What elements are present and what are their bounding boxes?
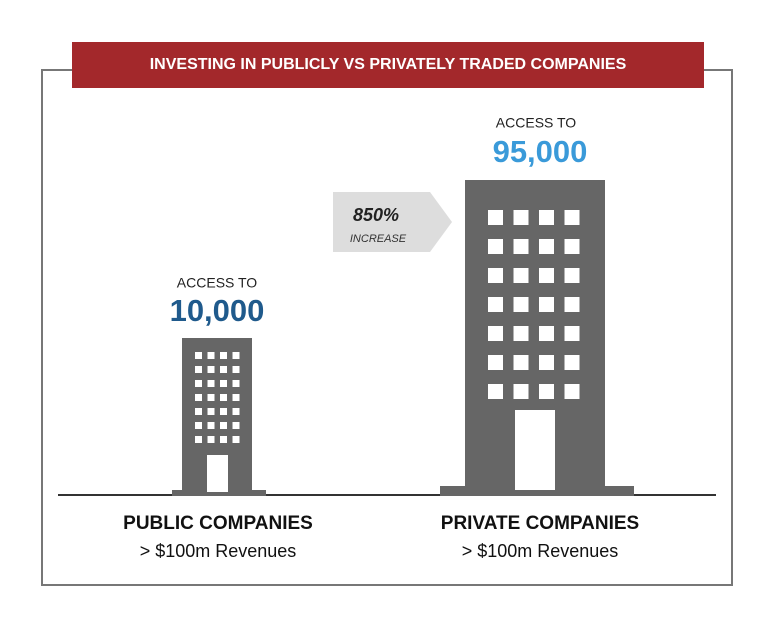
window [232, 422, 240, 429]
window [564, 268, 580, 283]
window [539, 326, 554, 341]
public-access-label: ACCESS TO [177, 275, 258, 291]
window [539, 210, 554, 225]
window [195, 394, 202, 401]
window [564, 326, 580, 341]
window [220, 408, 227, 415]
window [220, 436, 227, 443]
window [488, 355, 503, 370]
public-count: 10,000 [170, 293, 265, 328]
window [195, 380, 202, 387]
window [488, 239, 503, 254]
window [513, 239, 529, 254]
window [232, 352, 240, 359]
window [539, 239, 554, 254]
window [564, 297, 580, 312]
callout-percent: 850% [353, 205, 399, 225]
window [220, 352, 227, 359]
window [207, 422, 215, 429]
callout-arrow [333, 192, 452, 252]
window [232, 408, 240, 415]
window [232, 436, 240, 443]
public-windows [195, 352, 240, 443]
window [564, 384, 580, 399]
window [232, 366, 240, 373]
window [564, 355, 580, 370]
window [220, 394, 227, 401]
private-base [440, 486, 634, 496]
title-banner [72, 42, 704, 88]
window [195, 436, 202, 443]
private-access-label: ACCESS TO [496, 115, 577, 131]
window [539, 384, 554, 399]
window [513, 355, 529, 370]
window [488, 384, 503, 399]
private-count: 95,000 [493, 134, 588, 169]
window [564, 239, 580, 254]
title: INVESTING IN PUBLICLY VS PRIVATELY TRADE… [150, 56, 627, 73]
window [513, 384, 529, 399]
public-door [207, 455, 228, 492]
window [488, 268, 503, 283]
window [207, 380, 215, 387]
window [513, 326, 529, 341]
public-criteria: > $100m Revenues [140, 541, 297, 561]
window [195, 352, 202, 359]
window [207, 352, 215, 359]
window [220, 366, 227, 373]
callout-label: INCREASE [350, 233, 407, 245]
window [207, 394, 215, 401]
window [195, 422, 202, 429]
private-windows [488, 210, 580, 399]
window [220, 422, 227, 429]
window [488, 326, 503, 341]
window [207, 366, 215, 373]
private-criteria: > $100m Revenues [462, 541, 619, 561]
window [232, 394, 240, 401]
public-name: PUBLIC COMPANIES [123, 513, 313, 534]
window [195, 408, 202, 415]
window [220, 380, 227, 387]
window [232, 380, 240, 387]
window [207, 408, 215, 415]
window [539, 297, 554, 312]
window [513, 210, 529, 225]
private-door [515, 410, 555, 490]
window [488, 210, 503, 225]
window [207, 436, 215, 443]
window [513, 268, 529, 283]
window [564, 210, 580, 225]
window [195, 366, 202, 373]
window [539, 268, 554, 283]
window [539, 355, 554, 370]
private-name: PRIVATE COMPANIES [441, 513, 639, 534]
window [513, 297, 529, 312]
window [488, 297, 503, 312]
public-base [172, 490, 266, 496]
